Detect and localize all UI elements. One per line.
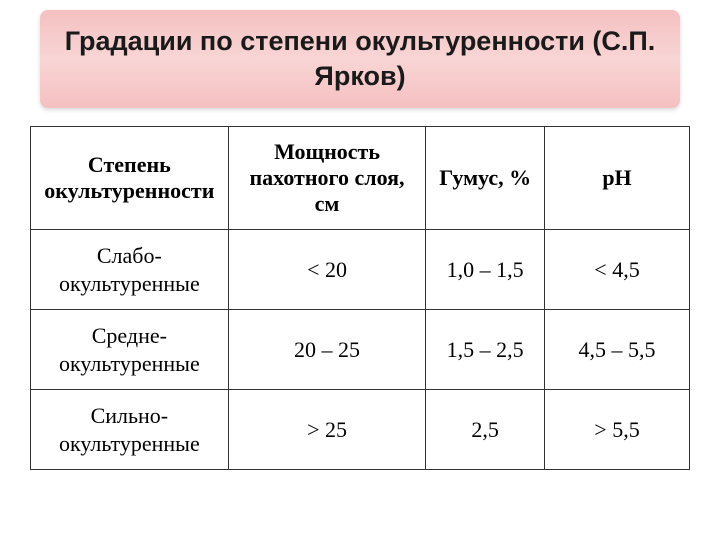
cell-humus: 1,5 – 2,5 [426, 310, 545, 390]
gradations-table: Степень окультуренности Мощность пахотно… [30, 126, 690, 470]
table-row: Сильно-окультуренные > 25 2,5 > 5,5 [31, 390, 690, 470]
col-header-thickness: Мощность пахотного слоя, см [228, 127, 426, 230]
cell-ph: 4,5 – 5,5 [544, 310, 689, 390]
cell-degree: Слабо-окультуренные [31, 230, 229, 310]
table-row: Слабо-окультуренные < 20 1,0 – 1,5 < 4,5 [31, 230, 690, 310]
col-header-humus: Гумус, % [426, 127, 545, 230]
cell-degree: Сильно-окультуренные [31, 390, 229, 470]
col-header-ph: рН [544, 127, 689, 230]
cell-thickness: 20 – 25 [228, 310, 426, 390]
cell-ph: < 4,5 [544, 230, 689, 310]
cell-thickness: < 20 [228, 230, 426, 310]
col-header-degree: Степень окультуренности [31, 127, 229, 230]
cell-degree: Средне-окультуренные [31, 310, 229, 390]
cell-thickness: > 25 [228, 390, 426, 470]
table-row: Средне-окультуренные 20 – 25 1,5 – 2,5 4… [31, 310, 690, 390]
page-title: Градации по степени окультуренности (С.П… [60, 24, 660, 94]
table-header-row: Степень окультуренности Мощность пахотно… [31, 127, 690, 230]
cell-ph: > 5,5 [544, 390, 689, 470]
cell-humus: 1,0 – 1,5 [426, 230, 545, 310]
cell-humus: 2,5 [426, 390, 545, 470]
title-banner: Градации по степени окультуренности (С.П… [40, 10, 680, 108]
